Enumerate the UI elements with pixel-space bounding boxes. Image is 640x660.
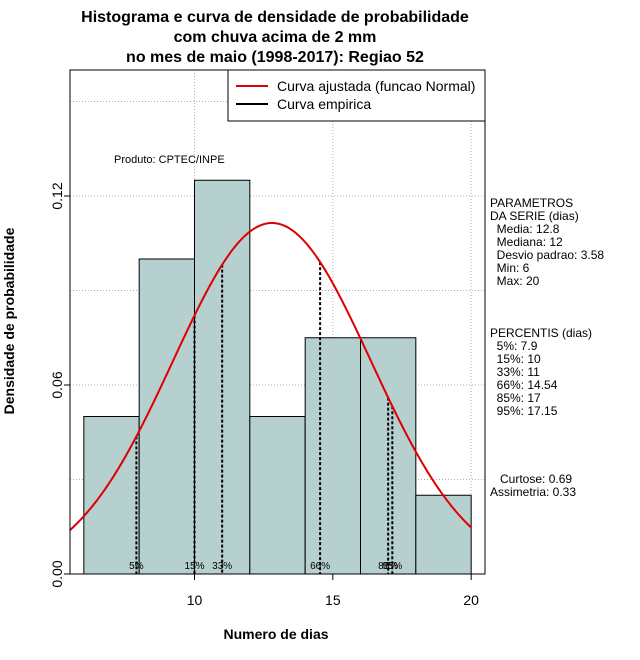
shape-stats-line-1: Assimetria: 0.33 [490,485,576,499]
percentile-label-5: 5% [129,561,144,572]
x-tick-label-15: 15 [325,592,341,608]
y-tick-label-0: 0.00 [49,560,65,587]
legend: Curva ajustada (funcao Normal) Curva emp… [227,69,486,122]
chart-title-line-1: Histograma e curva de densidade de proba… [81,9,469,26]
x-tick-label-20: 20 [463,592,479,608]
series-params-line-1: DA SERIE (dias) [490,209,579,223]
percentis-line-5: 85%: 17 [490,391,541,405]
series-params-line-2: Media: 12.8 [490,222,560,236]
histogram-bar-4 [249,416,306,575]
percentis-line-0: PERCENTIS (dias) [490,326,592,340]
percentile-labels: 5% 15% 33% 66% 85%95% [129,561,402,572]
percentis-line-4: 66%: 14.54 [490,378,558,392]
series-params-line-3: Mediana: 12 [490,235,563,249]
y-axis-label: Densidade de probabilidade [1,227,17,414]
legend-label-fit: Curva ajustada (funcao Normal) [277,78,475,94]
histogram-bar-7 [415,494,472,575]
y-axis: 0.00 0.06 0.12 [49,182,71,588]
percentile-label-66: 66% [310,561,330,572]
x-axis-label: Numero de dias [223,626,328,642]
percentile-label-85: 85% [378,561,398,572]
x-tick-label-10: 10 [187,592,203,608]
series-params-line-0: PARAMETROS [490,196,573,210]
histogram-bars [83,179,472,575]
percentile-label-95: 95% [382,561,402,572]
histogram-bar-1 [83,416,140,575]
percentile-label-15: 15% [184,561,204,572]
y-tick-label-2: 0.12 [49,182,65,209]
percentis-line-3: 33%: 11 [490,365,540,379]
x-axis: 10 15 20 [187,573,479,608]
series-params-line-5: Min: 6 [490,261,530,275]
percentis-line-6: 95%: 17.15 [490,404,558,418]
percentis-line-1: 5%: 7.9 [490,339,538,353]
legend-box [227,69,486,122]
chart-title-line-3: no mes de maio (1998-2017): Regiao 52 [126,49,424,66]
series-params-line-4: Desvio padrao: 3.58 [490,248,604,262]
percentile-label-33: 33% [212,561,232,572]
shape-stats-line-0: Curtose: 0.69 [490,472,572,486]
series-params-line-6: Max: 20 [490,274,540,288]
percentile-lines [135,262,394,574]
legend-label-empirical: Curva empirica [277,96,371,112]
chart-title-line-2: com chuva acima de 2 mm [174,29,377,46]
y-tick-label-1: 0.06 [49,371,65,398]
normal-fit-curve [69,221,472,531]
histogram-bar-5 [304,337,361,575]
percentis-line-2: 15%: 10 [490,352,541,366]
product-annotation: Produto: CPTEC/INPE [114,154,225,166]
